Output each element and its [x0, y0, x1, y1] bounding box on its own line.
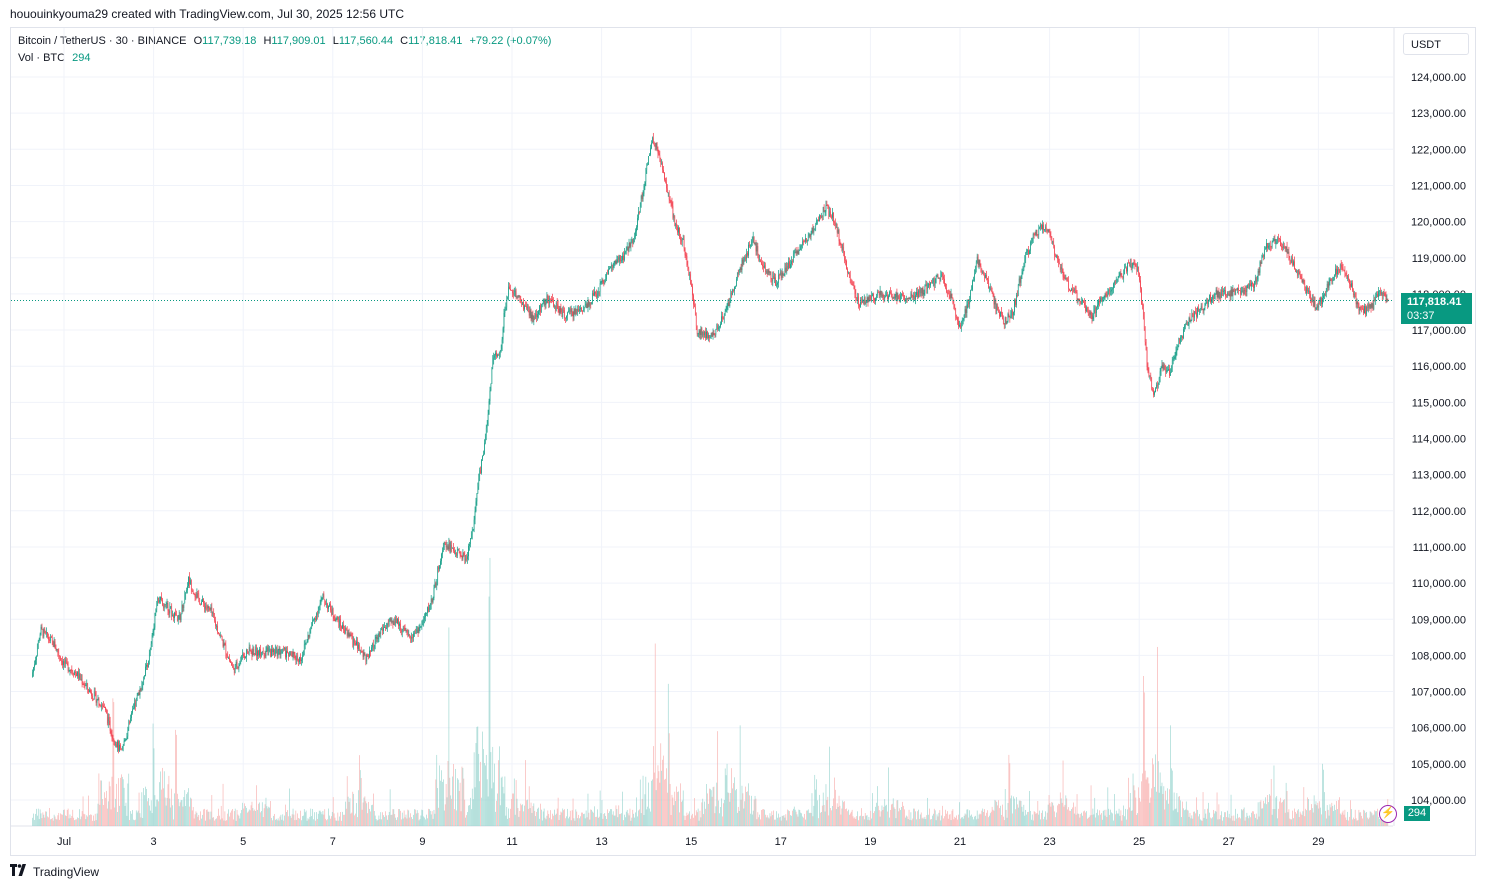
- volume-legend: Vol · BTC 294: [18, 52, 95, 64]
- last-price-tag: 117,818.41 03:37: [1401, 293, 1472, 324]
- change-value: +79.22 (+0.07%): [469, 35, 552, 47]
- volume-tag: 294: [1404, 806, 1430, 821]
- chart-credit: hououinkyouma29 created with TradingView…: [10, 7, 405, 21]
- currency-selector[interactable]: USDT: [1403, 33, 1469, 55]
- footer-brand[interactable]: TradingView: [10, 864, 99, 879]
- close-label: C: [400, 35, 409, 47]
- footer-brand-label: TradingView: [33, 864, 100, 879]
- ohlc-legend: Bitcoin / TetherUS · 30 · BINANCE O117,7…: [18, 35, 555, 47]
- tradingview-logo-icon: [10, 864, 28, 879]
- volume-label[interactable]: Vol · BTC: [18, 52, 66, 64]
- low-label: L: [332, 35, 339, 47]
- symbol-label[interactable]: Bitcoin / TetherUS · 30 · BINANCE: [18, 35, 187, 47]
- bar-countdown: 03:37: [1407, 310, 1435, 322]
- lightning-bolt-icon[interactable]: ⚡: [1379, 805, 1397, 823]
- chart-frame: [10, 27, 1476, 856]
- open-label: O: [193, 35, 203, 47]
- volume-value: 294: [72, 52, 91, 64]
- close-value: 117,818.41: [408, 35, 463, 47]
- high-value: 117,909.01: [271, 35, 326, 47]
- open-value: 117,739.18: [202, 35, 257, 47]
- high-label: H: [263, 35, 272, 47]
- low-value: 117,560.44: [338, 35, 394, 47]
- last-price-value: 117,818.41: [1407, 296, 1462, 308]
